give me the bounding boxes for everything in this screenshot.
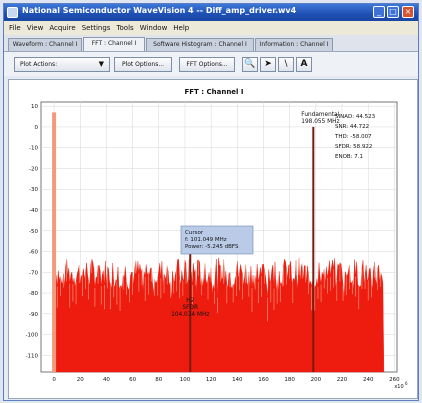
y-tick-label: -100 [26, 333, 39, 339]
y-tick-label: -80 [29, 291, 38, 297]
x-tick-label: 60 [129, 377, 136, 383]
fft-spur [189, 251, 192, 372]
x-tick-label: 120 [206, 377, 217, 383]
chart-title: FFT : Channel I [184, 88, 243, 96]
line-icon[interactable]: \ [278, 57, 294, 72]
menu-view[interactable]: View [26, 24, 44, 32]
fft-spur [52, 112, 57, 372]
x-tick-label: 140 [232, 377, 243, 383]
toolbar: Plot Actions: ▼ Plot Options... FFT Opti… [4, 52, 418, 76]
maximize-button[interactable]: □ [387, 6, 399, 18]
plot-actions-dropdown[interactable]: Plot Actions: ▼ [14, 57, 110, 72]
x-tick-label: 160 [258, 377, 269, 383]
menu-file[interactable]: File [9, 24, 21, 32]
y-tick-label: 0 [35, 125, 39, 131]
text-icon[interactable]: A [296, 57, 312, 72]
plot-options-button[interactable]: Plot Options... [114, 57, 172, 72]
app-icon [7, 7, 18, 18]
fft-chart[interactable]: FFT : Channel I100-10-20-30-40-50-60-70-… [9, 80, 419, 400]
tab-software-histogram[interactable]: Software Histogram : Channel I [146, 38, 254, 51]
cursor-power: Power: -5.245 dBFS [185, 244, 239, 250]
h2-value: 104.034 MHz [171, 312, 209, 318]
x-tick-label: 80 [155, 377, 162, 383]
zoom-icon[interactable]: 🔍 [242, 57, 258, 72]
close-button[interactable]: × [402, 6, 414, 18]
h2-label: H2 [186, 298, 194, 304]
stat-snr: SNR: 44.722 [335, 124, 369, 130]
app-window: National Semiconductor WaveVision 4 -- D… [3, 3, 419, 401]
x-tick-label: 40 [103, 377, 110, 383]
x-tick-label: 200 [311, 377, 322, 383]
x-exponent: 6 [405, 381, 408, 386]
y-tick-label: -60 [29, 250, 38, 256]
fft-spur [312, 126, 315, 372]
tab-information[interactable]: Information : Channel I [255, 38, 333, 51]
x-tick-label: 100 [180, 377, 191, 383]
tab-fft[interactable]: FFT : Channel I [83, 37, 145, 51]
x-tick-label: 260 [389, 377, 400, 383]
x-tick-label: 0 [52, 377, 56, 383]
chevron-down-icon: ▼ [98, 60, 104, 68]
cursor-frequency: f: 101.049 MHz [185, 237, 227, 243]
menu-help[interactable]: Help [173, 24, 190, 32]
y-tick-label: -10 [29, 146, 38, 152]
x-tick-label: 180 [284, 377, 295, 383]
menu-settings[interactable]: Settings [81, 24, 111, 32]
cursor-box [180, 225, 254, 255]
pointer-icon[interactable]: ➤ [260, 57, 276, 72]
menu-acquire[interactable]: Acquire [49, 24, 76, 32]
menu-tools[interactable]: Tools [116, 24, 134, 32]
y-tick-label: -40 [29, 208, 38, 214]
fundamental-value: 198.055 MHz [301, 119, 339, 125]
y-tick-label: -90 [29, 312, 38, 318]
tab-waveform[interactable]: Waveform : Channel I [8, 38, 82, 51]
y-tick-label: -30 [29, 187, 38, 193]
x-exponent-label: x10 [394, 384, 403, 390]
h2-sfdr-label: SFDR [182, 305, 198, 311]
fft-options-button[interactable]: FFT Options... [179, 57, 235, 72]
fundamental-label: Fundamental [301, 112, 339, 118]
y-tick-label: -20 [29, 166, 38, 172]
cursor-label: Cursor [185, 230, 204, 236]
stat-enob: ENOB: 7.1 [335, 154, 363, 160]
stat-sinad: SINAD: 44.523 [335, 114, 376, 120]
menu-bar: File View Acquire Settings Tools Window … [4, 21, 418, 35]
plot-actions-label: Plot Actions: [20, 61, 58, 68]
y-tick-label: -70 [29, 270, 38, 276]
window-title: National Semiconductor WaveVision 4 -- D… [22, 6, 297, 15]
stat-sfdr: SFDR: 58.922 [335, 144, 372, 150]
x-tick-label: 20 [77, 377, 84, 383]
y-tick-label: -50 [29, 229, 38, 235]
x-tick-label: 220 [337, 377, 348, 383]
minimize-button[interactable]: _ [373, 6, 385, 18]
fft-noise-floor [53, 257, 385, 373]
tab-bar: Waveform : Channel I FFT : Channel I Sof… [4, 35, 418, 52]
title-bar[interactable]: National Semiconductor WaveVision 4 -- D… [4, 4, 418, 21]
menu-window[interactable]: Window [139, 24, 168, 32]
y-tick-label: 10 [31, 104, 38, 110]
x-tick-label: 240 [363, 377, 374, 383]
fft-plot-panel: FFT : Channel I 10 0 -10 -20 -30 -40 -50 -60 -70-… [8, 79, 418, 399]
y-tick-label: -110 [26, 353, 39, 359]
stat-thd: THD: -58.007 [334, 134, 372, 140]
